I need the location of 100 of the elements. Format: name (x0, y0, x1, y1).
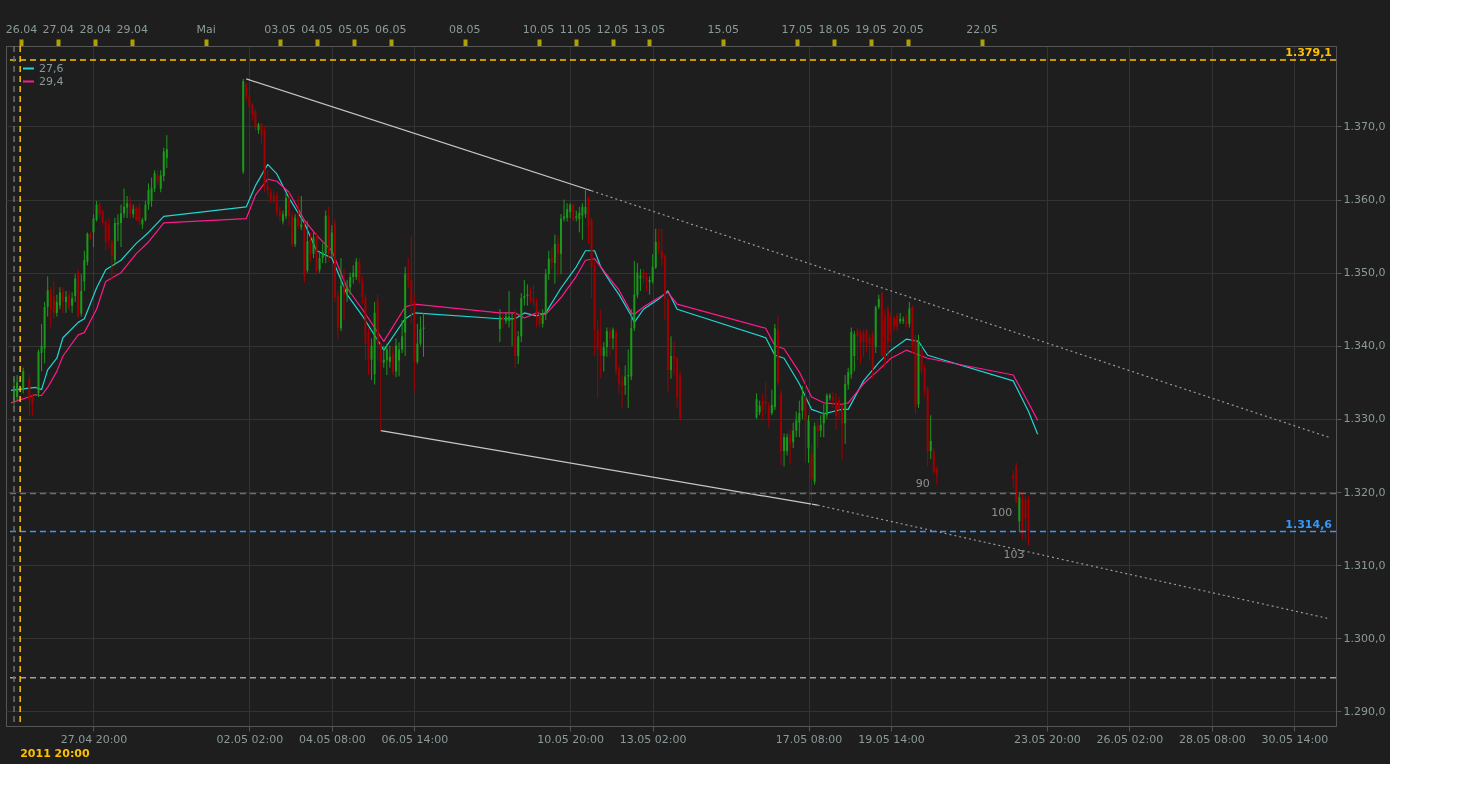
candlestick (767, 401, 770, 429)
candlestick (908, 301, 911, 329)
candlestick (789, 429, 792, 465)
x2-tick-label: 29.04 (116, 23, 148, 36)
ref-line-label: 2011 20:00 (20, 747, 90, 760)
x2-tick-label: 05.05 (338, 23, 370, 36)
candlestick (584, 188, 587, 219)
candlestick (535, 297, 538, 329)
x-tick-label: 30.05 14:00 (1261, 732, 1329, 746)
candlestick (22, 367, 25, 394)
candlestick (1024, 495, 1027, 541)
x-tick-label: 19.05 14:00 (858, 732, 925, 746)
x2-tick-label: 15.05 (707, 23, 740, 36)
candlestick (110, 239, 113, 282)
candlestick (498, 308, 501, 343)
x2-tick-label: 03.05 (264, 23, 296, 36)
candlestick (312, 231, 315, 259)
candlestick (581, 202, 584, 241)
x2-tick-label: 06.05 (375, 23, 407, 36)
candlestick (605, 327, 608, 358)
ref-line-label: 1.379,1 (1285, 45, 1332, 59)
candlestick (16, 374, 19, 402)
candlestick (783, 433, 786, 467)
candlestick (68, 290, 71, 312)
candlestick (853, 330, 856, 372)
y-tick-label: 1.290,0 (1343, 704, 1386, 718)
candlestick (285, 193, 287, 220)
candlestick (862, 329, 865, 358)
y-tick-label: 1.340,0 (1343, 339, 1386, 353)
annotation: 103 (1003, 548, 1025, 562)
x-tick-label: 13.05 02:00 (619, 732, 687, 746)
candlestick (578, 206, 581, 233)
y-tick-label: 1.350,0 (1343, 266, 1386, 280)
x2-tick-label: Mai (196, 23, 216, 36)
candlestick (346, 279, 349, 303)
candlestick (755, 392, 758, 420)
candlestick (65, 290, 67, 314)
candlestick (395, 337, 397, 378)
x2-tick-label: 13.05 (633, 23, 666, 36)
x2-tick-label: 08.05 (448, 23, 481, 36)
candlestick (330, 224, 333, 259)
candlestick (816, 418, 819, 449)
x2-tick-label: 04.05 (301, 23, 333, 36)
x-tick-label: 23.05 20:00 (1013, 732, 1081, 746)
x2-tick-label: 27.04 (42, 23, 75, 36)
x-tick-label: 17.05 08:00 (775, 732, 843, 746)
candlestick (52, 280, 55, 319)
candlestick (385, 343, 388, 376)
candlestick (608, 327, 611, 358)
y-tick-label: 1.360,0 (1343, 193, 1386, 207)
candlestick (599, 308, 602, 379)
candlestick (624, 365, 627, 396)
x2-tick-label: 18.05 (818, 23, 850, 36)
y-tick-label: 1.370,0 (1343, 119, 1386, 133)
annotation: 100 (991, 505, 1013, 519)
y-tick-label: 1.320,0 (1343, 485, 1386, 499)
x-tick-label: 02.05 02:00 (216, 732, 284, 746)
x2-tick-label: 28.04 (79, 23, 112, 36)
candlestick (556, 235, 559, 277)
candlestick (825, 392, 828, 420)
candlestick (929, 414, 932, 460)
legend-label: 29,4 (39, 74, 64, 88)
candlestick (553, 234, 556, 285)
candlestick (61, 286, 64, 314)
x-tick-label: 10.05 20:00 (537, 732, 605, 746)
candlestick (798, 400, 801, 438)
x2-tick-label: 19.05 (855, 23, 887, 36)
ref-line-label: 1.314,6 (1285, 517, 1333, 531)
x2-tick-label: 10.05 (522, 23, 555, 36)
y-tick-label: 1.310,0 (1343, 558, 1386, 572)
annotation: 90 (915, 476, 930, 490)
candlestick (890, 312, 892, 343)
x-tick-label: 28.05 08:00 (1178, 732, 1246, 746)
candlestick (107, 217, 110, 250)
x-tick-label: 04.05 08:00 (298, 732, 366, 746)
x-tick-label: 06.05 14:00 (381, 732, 449, 746)
x2-tick-label: 17.05 (781, 23, 813, 36)
candlestick (416, 323, 419, 365)
x-tick-label: 26.05 02:00 (1096, 732, 1164, 746)
y-tick-label: 1.330,0 (1343, 412, 1386, 426)
x-tick-label: 27.04 20:00 (60, 732, 128, 746)
candlestick (300, 195, 303, 231)
x2-tick-label: 26.04 (5, 23, 38, 36)
x2-tick-label: 22.05 (966, 23, 998, 36)
candlestick (340, 257, 342, 332)
candlestick (780, 389, 782, 466)
candlestick (835, 392, 837, 431)
candlestick (859, 328, 862, 365)
candlestick (58, 286, 61, 310)
candlestick (792, 422, 795, 449)
x2-tick-label: 20.05 (892, 23, 924, 36)
y-tick-label: 1.300,0 (1343, 631, 1386, 645)
x2-tick-label: 11.05 (559, 23, 592, 36)
candlestick (147, 182, 150, 211)
candlestick (670, 335, 672, 380)
candlestick (388, 345, 391, 369)
candlestick (28, 374, 31, 416)
candlestick (138, 202, 141, 226)
legend-label: 27,6 (39, 61, 64, 75)
candlestick (355, 257, 358, 281)
